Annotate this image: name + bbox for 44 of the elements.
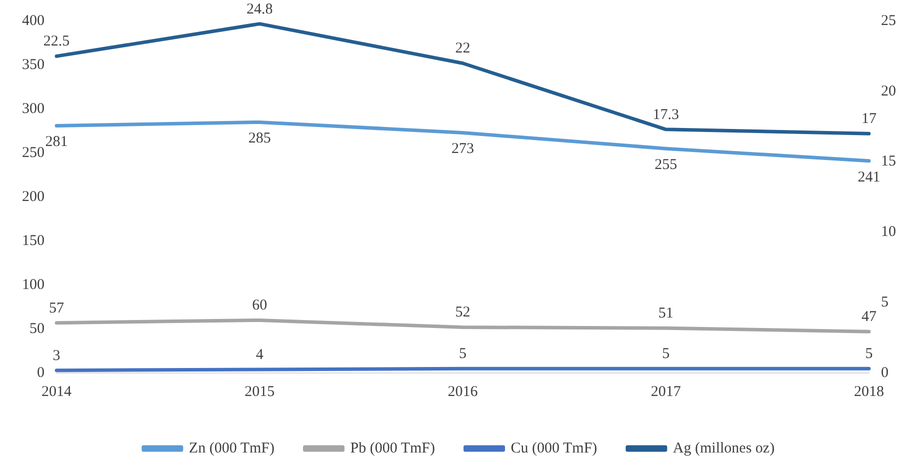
x-tick-label: 2016 bbox=[448, 384, 478, 400]
data-label: 273 bbox=[452, 141, 474, 158]
y2-tick-label: 0 bbox=[881, 364, 888, 381]
y2-tick-label: 10 bbox=[881, 224, 896, 240]
y-tick-label: 50 bbox=[30, 320, 44, 337]
x-tick-label: 2015 bbox=[244, 384, 275, 400]
data-label: 57 bbox=[49, 300, 64, 316]
data-label: 285 bbox=[248, 130, 271, 147]
legend-label: Ag (millones oz) bbox=[672, 440, 775, 456]
data-label: 5 bbox=[865, 346, 873, 362]
y-tick-label: 300 bbox=[22, 100, 44, 117]
data-label: 255 bbox=[654, 157, 678, 174]
data-label: 241 bbox=[858, 169, 880, 186]
y-tick-label: 150 bbox=[22, 232, 44, 249]
data-label: 17 bbox=[862, 111, 877, 128]
legend-label: Cu (000 TmF) bbox=[510, 440, 598, 456]
x-tick-label: 2017 bbox=[650, 384, 682, 400]
y-tick-label: 250 bbox=[22, 144, 44, 161]
data-label: 51 bbox=[658, 306, 674, 322]
data-label: 3 bbox=[52, 348, 60, 364]
data-label: 281 bbox=[45, 134, 68, 150]
y2-tick-label: 15 bbox=[881, 154, 896, 170]
y-tick-label: 400 bbox=[22, 12, 44, 29]
y2-tick-label: 20 bbox=[881, 83, 896, 100]
data-label: 52 bbox=[455, 304, 470, 321]
data-label: 47 bbox=[862, 309, 877, 326]
x-tick-label: 2018 bbox=[854, 384, 884, 400]
data-label: 22 bbox=[455, 40, 470, 57]
data-label: 17.3 bbox=[652, 106, 679, 123]
legend-label: Zn (000 TmF) bbox=[188, 440, 274, 456]
x-tick-label: 2014 bbox=[42, 384, 72, 400]
y-tick-label: 350 bbox=[22, 56, 44, 73]
y-tick-label: 0 bbox=[37, 364, 44, 381]
data-label: 22.5 bbox=[43, 34, 70, 50]
y2-tick-label: 25 bbox=[881, 12, 896, 29]
data-label: 4 bbox=[256, 346, 264, 363]
y-tick-label: 100 bbox=[22, 276, 44, 293]
data-label: 24.8 bbox=[246, 1, 273, 18]
y-tick-label: 200 bbox=[22, 188, 44, 205]
data-label: 5 bbox=[459, 346, 466, 362]
legend-label: Pb (000 TmF) bbox=[350, 440, 435, 456]
y2-tick-label: 5 bbox=[881, 294, 888, 311]
data-label: 60 bbox=[252, 298, 268, 314]
data-label: 5 bbox=[662, 346, 670, 362]
